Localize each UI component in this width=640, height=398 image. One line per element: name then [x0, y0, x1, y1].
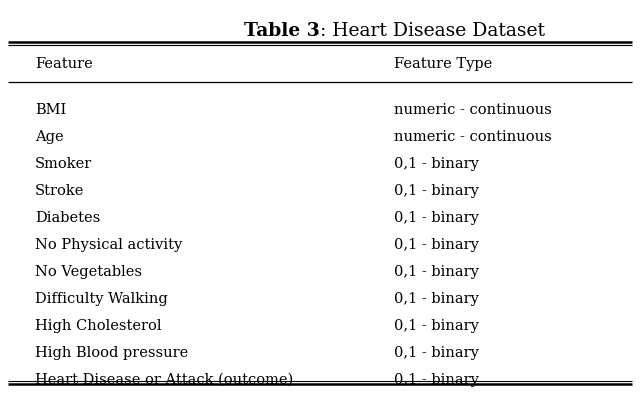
Text: Stroke: Stroke: [35, 184, 84, 198]
Text: 0,1 - binary: 0,1 - binary: [394, 265, 479, 279]
Text: 0,1 - binary: 0,1 - binary: [394, 319, 479, 333]
Text: numeric - continuous: numeric - continuous: [394, 130, 551, 144]
Text: 0,1 - binary: 0,1 - binary: [394, 373, 479, 387]
Text: 0,1 - binary: 0,1 - binary: [394, 346, 479, 360]
Text: Table 3: Table 3: [244, 22, 320, 40]
Text: 0,1 - binary: 0,1 - binary: [394, 184, 479, 198]
Text: 0,1 - binary: 0,1 - binary: [394, 238, 479, 252]
Text: High Blood pressure: High Blood pressure: [35, 346, 188, 360]
Text: No Physical activity: No Physical activity: [35, 238, 182, 252]
Text: Smoker: Smoker: [35, 157, 92, 171]
Text: Difficulty Walking: Difficulty Walking: [35, 292, 168, 306]
Text: Diabetes: Diabetes: [35, 211, 100, 225]
Text: 0,1 - binary: 0,1 - binary: [394, 211, 479, 225]
Text: No Vegetables: No Vegetables: [35, 265, 142, 279]
Text: High Cholesterol: High Cholesterol: [35, 319, 162, 333]
Text: Age: Age: [35, 130, 64, 144]
Text: numeric - continuous: numeric - continuous: [394, 103, 551, 117]
Text: Feature: Feature: [35, 57, 93, 71]
Text: 0,1 - binary: 0,1 - binary: [394, 157, 479, 171]
Text: 0,1 - binary: 0,1 - binary: [394, 292, 479, 306]
Text: Feature Type: Feature Type: [394, 57, 492, 71]
Text: BMI: BMI: [35, 103, 67, 117]
Text: : Heart Disease Dataset: : Heart Disease Dataset: [320, 22, 545, 40]
Text: Heart Disease or Attack (outcome): Heart Disease or Attack (outcome): [35, 373, 294, 387]
